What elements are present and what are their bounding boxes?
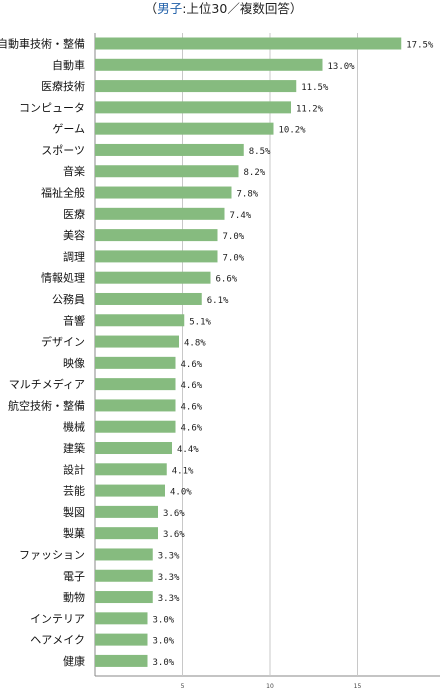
bar xyxy=(95,484,165,497)
bar xyxy=(95,250,218,263)
bar xyxy=(95,207,225,220)
category-label: 音響 xyxy=(63,313,85,327)
value-label: 4.1% xyxy=(172,466,194,476)
category-label: ファッション xyxy=(19,548,85,561)
value-label: 4.4% xyxy=(177,445,199,455)
bar xyxy=(95,80,297,93)
category-label: 医療 xyxy=(63,207,85,221)
value-label: 7.0% xyxy=(223,232,245,242)
bar xyxy=(95,569,153,582)
value-label: 3.3% xyxy=(158,594,180,604)
bar xyxy=(95,356,176,369)
value-label: 3.3% xyxy=(158,573,180,583)
bar xyxy=(95,442,172,455)
category-label: 芸能 xyxy=(63,484,85,498)
title-accent: 男子 xyxy=(157,1,183,16)
plot-area: 5 10 15 自動車技術・整備 17.5% 自動車 13.0% 医療技術 11.5% コンピュー… xyxy=(0,33,440,690)
bar xyxy=(95,335,179,348)
value-label: 8.5% xyxy=(249,147,271,157)
value-label: 11.2% xyxy=(296,104,324,114)
category-label: 機械 xyxy=(63,420,85,434)
category-label: デザイン xyxy=(41,335,85,349)
category-label: 美容 xyxy=(63,228,85,242)
category-label: 医療技術 xyxy=(41,79,85,93)
value-label: 4.6% xyxy=(181,381,203,391)
value-label: 7.8% xyxy=(237,190,259,200)
value-label: 8.2% xyxy=(244,168,266,178)
category-label: 設計 xyxy=(63,462,85,476)
bar xyxy=(95,143,244,156)
bar xyxy=(95,654,148,667)
category-label: 公務員 xyxy=(52,292,85,306)
x-tick-label: 15 xyxy=(354,683,362,690)
bar xyxy=(95,548,153,561)
value-label: 3.6% xyxy=(163,530,185,540)
bar xyxy=(95,271,211,284)
value-label: 6.1% xyxy=(207,296,229,306)
category-label: 自動車 xyxy=(52,58,85,72)
title-open: （ xyxy=(144,1,158,16)
bar xyxy=(95,612,148,625)
value-label: 6.6% xyxy=(216,275,238,285)
bar xyxy=(95,463,167,476)
bar xyxy=(95,122,274,135)
bar xyxy=(95,633,148,646)
bar xyxy=(95,420,176,433)
category-label: コンピュータ xyxy=(19,101,85,114)
value-label: 10.2% xyxy=(279,126,307,136)
bar xyxy=(95,37,402,50)
value-label: 4.6% xyxy=(181,424,203,434)
title-rest: :上位30／複数回答） xyxy=(182,1,303,16)
category-label: マルチメディア xyxy=(9,377,85,391)
category-label: ヘアメイク xyxy=(30,634,85,647)
value-label: 7.4% xyxy=(230,211,252,221)
value-label: 4.0% xyxy=(170,488,192,498)
category-label: 映像 xyxy=(63,357,85,370)
bar xyxy=(95,399,176,412)
value-label: 3.6% xyxy=(163,509,185,519)
value-label: 11.5% xyxy=(301,83,329,93)
category-label: ゲーム xyxy=(52,123,85,136)
category-label: 自動車技術・整備 xyxy=(0,37,85,51)
category-label: 動物 xyxy=(63,590,85,604)
value-label: 13.0% xyxy=(328,62,356,72)
bar xyxy=(95,101,291,114)
bar xyxy=(95,378,176,391)
bar xyxy=(95,229,218,242)
value-label: 4.6% xyxy=(181,360,203,370)
category-label: 製図 xyxy=(63,505,85,519)
bar xyxy=(95,527,158,540)
bar xyxy=(95,186,232,199)
category-label: 福祉全般 xyxy=(41,186,85,200)
value-label: 3.0% xyxy=(153,658,175,668)
category-label: 音楽 xyxy=(63,164,85,178)
bar xyxy=(95,505,158,518)
value-label: 3.3% xyxy=(158,551,180,561)
value-label: 5.1% xyxy=(189,317,211,327)
category-label: 建築 xyxy=(63,441,85,455)
chart-title: （男子:上位30／複数回答） xyxy=(0,0,447,20)
bar xyxy=(95,591,153,604)
bar xyxy=(95,165,239,178)
value-label: 3.0% xyxy=(153,615,175,625)
category-label: 航空技術・整備 xyxy=(8,398,85,412)
category-label: 電子 xyxy=(63,570,85,583)
value-label: 3.0% xyxy=(153,637,175,647)
bar xyxy=(95,292,202,305)
category-label: 製菓 xyxy=(63,526,85,540)
category-label: スポーツ xyxy=(41,144,85,157)
x-tick-label: 10 xyxy=(266,683,274,690)
value-label: 7.0% xyxy=(223,253,245,263)
value-label: 4.8% xyxy=(184,339,206,349)
category-label: インテリア xyxy=(30,612,85,625)
bar xyxy=(95,58,323,71)
category-label: 調理 xyxy=(63,249,85,263)
x-tick-label: 5 xyxy=(181,683,185,690)
category-label: 情報処理 xyxy=(41,272,85,285)
category-label: 健康 xyxy=(63,654,85,668)
bar xyxy=(95,314,185,327)
value-label: 17.5% xyxy=(406,41,434,51)
value-label: 4.6% xyxy=(181,402,203,412)
